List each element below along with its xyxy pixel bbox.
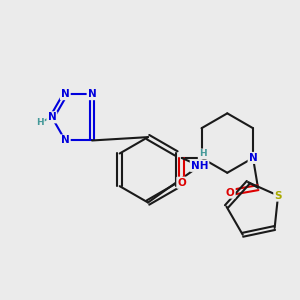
Text: N: N	[47, 112, 56, 122]
Text: O: O	[177, 178, 186, 188]
Text: N: N	[61, 89, 70, 99]
Text: O: O	[226, 188, 235, 198]
Text: H: H	[36, 118, 44, 127]
Text: H: H	[199, 149, 206, 158]
Text: NH: NH	[191, 161, 208, 171]
Text: N: N	[88, 89, 96, 99]
Text: N: N	[249, 153, 257, 163]
Text: S: S	[274, 190, 282, 201]
Text: N: N	[61, 136, 70, 146]
